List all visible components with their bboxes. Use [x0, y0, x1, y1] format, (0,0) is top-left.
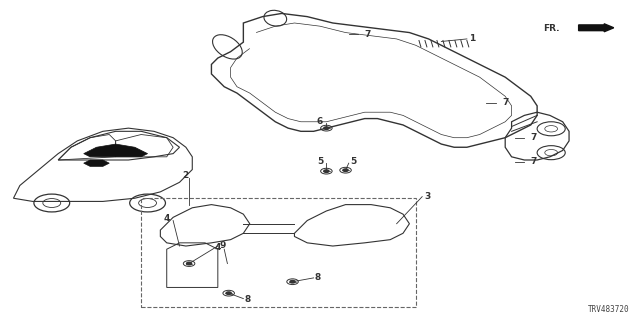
Text: 2: 2	[182, 172, 189, 180]
Circle shape	[324, 170, 329, 172]
Text: 3: 3	[424, 192, 430, 201]
Text: 4: 4	[164, 214, 170, 223]
Circle shape	[343, 169, 348, 172]
Text: 5: 5	[351, 157, 357, 166]
Text: 9: 9	[219, 241, 225, 250]
Text: TRV483720: TRV483720	[588, 305, 630, 314]
Circle shape	[226, 292, 231, 294]
Circle shape	[186, 262, 191, 265]
Text: 6: 6	[317, 117, 323, 126]
Text: 7: 7	[502, 98, 508, 107]
Circle shape	[290, 280, 295, 283]
Text: 7: 7	[531, 157, 537, 166]
FancyArrow shape	[579, 24, 614, 32]
Text: FR.: FR.	[543, 24, 559, 33]
Text: 1: 1	[468, 35, 475, 44]
Polygon shape	[84, 160, 109, 166]
Text: 7: 7	[365, 30, 371, 39]
Circle shape	[324, 127, 329, 129]
Text: 5: 5	[317, 157, 323, 166]
Text: 8: 8	[244, 295, 251, 304]
Polygon shape	[84, 144, 148, 157]
Text: 4: 4	[214, 243, 221, 252]
Text: 8: 8	[315, 273, 321, 282]
Text: 7: 7	[531, 133, 537, 142]
